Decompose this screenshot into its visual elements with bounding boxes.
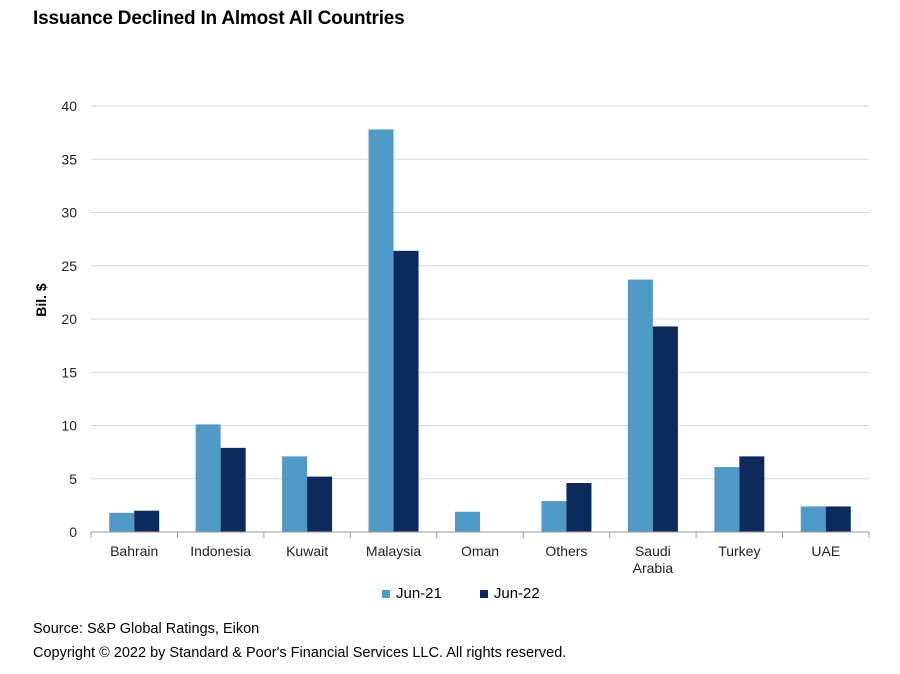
y-axis-title: Bil. $: [33, 283, 49, 317]
legend-label-jun22: Jun-22: [493, 585, 540, 602]
bar-jun-22: [566, 483, 592, 532]
y-tick-label: 15: [61, 364, 77, 380]
x-tick-label: Malaysia: [366, 543, 421, 559]
bar-jun-22: [652, 326, 678, 532]
x-tick-label: Others: [545, 543, 587, 559]
legend-label-jun21: Jun-21: [396, 585, 442, 602]
y-tick-label: 40: [61, 98, 77, 114]
x-tick-label: Indonesia: [190, 543, 251, 559]
x-tick-labels: Bahrain Indonesia Kuwait Malaysia Oman Others…: [110, 543, 840, 576]
y-tick-label: 35: [61, 151, 77, 167]
bar-jun-22: [739, 456, 765, 532]
x-axis: [90, 531, 870, 538]
bar-jun-21: [368, 129, 394, 532]
copyright-note: Copyright © 2022 by Standard & Poor's Fi…: [33, 645, 567, 661]
bar-jun-21: [455, 511, 480, 532]
chart-title: Issuance Declined In Almost All Countrie…: [33, 8, 405, 29]
bar-jun-22: [134, 510, 160, 532]
x-tick-label: Arabia: [633, 560, 674, 576]
bar-jun-21: [282, 456, 308, 532]
bar-jun-22: [825, 506, 851, 532]
x-tick-label: Saudi: [635, 543, 671, 559]
bar-jun-22: [307, 476, 333, 532]
bar-jun-21: [714, 467, 740, 532]
legend-swatch-jun22: [479, 589, 488, 598]
x-tick-label: Turkey: [718, 543, 760, 559]
y-tick-label: 0: [69, 524, 77, 540]
bar-jun-21: [800, 506, 826, 532]
bar-jun-21: [109, 512, 135, 532]
x-tick-label: UAE: [811, 543, 840, 559]
bar-jun-21: [627, 279, 653, 532]
bar-jun-22: [393, 250, 419, 532]
legend-swatch-jun21: [382, 589, 390, 598]
y-tick-label: 5: [69, 471, 77, 487]
bar-chart: 0 5 10 15 20 25 30 35 40 Bahrain Indonesia Kuwait M…: [33, 98, 870, 576]
legend: Jun-21 Jun-22: [382, 585, 540, 602]
y-tick-label: 20: [61, 311, 77, 327]
y-tick-label: 25: [61, 258, 77, 274]
y-tick-labels: 0 5 10 15 20 25 30 35 40: [61, 98, 77, 540]
y-tick-label: 30: [61, 205, 77, 221]
legend-item-jun21: Jun-21: [382, 585, 442, 602]
bar-jun-21: [195, 424, 221, 532]
bar-jun-22: [220, 447, 246, 532]
y-tick-label: 10: [61, 418, 77, 434]
legend-item-jun22: Jun-22: [479, 585, 540, 602]
source-note: Source: S&P Global Ratings, Eikon: [33, 621, 260, 637]
gridlines: [91, 105, 869, 480]
bar-jun-21: [541, 501, 567, 532]
x-tick-label: Kuwait: [286, 543, 328, 559]
x-tick-label: Bahrain: [110, 543, 158, 559]
x-tick-label: Oman: [461, 543, 499, 559]
bars: [109, 129, 851, 532]
